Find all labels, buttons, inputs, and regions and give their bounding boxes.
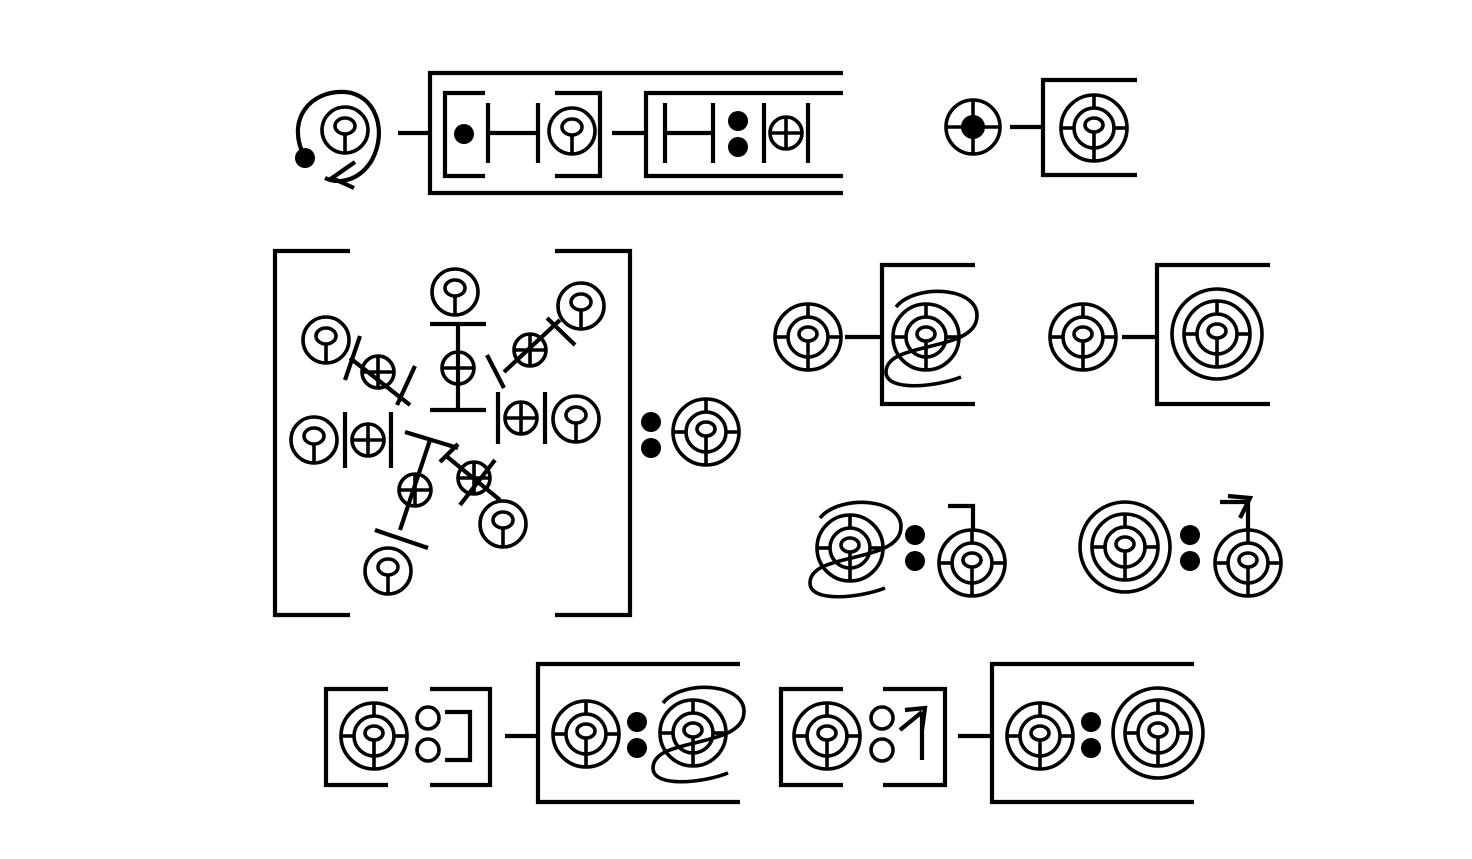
row-1 [295,70,1137,196]
radial-bracket-group [272,248,633,618]
row-3 [323,661,1203,805]
loop-relation [773,262,977,407]
spiral-seed-glyph [295,89,381,190]
dot-target-pair [944,77,1137,178]
row-2 [272,248,1283,618]
ring-dot-arrow-target [1080,493,1283,598]
loop-dot-target [810,502,1007,596]
row3-left-group [323,661,744,805]
row3-right-group [778,661,1203,805]
nested-bracket-group [427,70,843,196]
double-ring-relation [1048,262,1270,407]
